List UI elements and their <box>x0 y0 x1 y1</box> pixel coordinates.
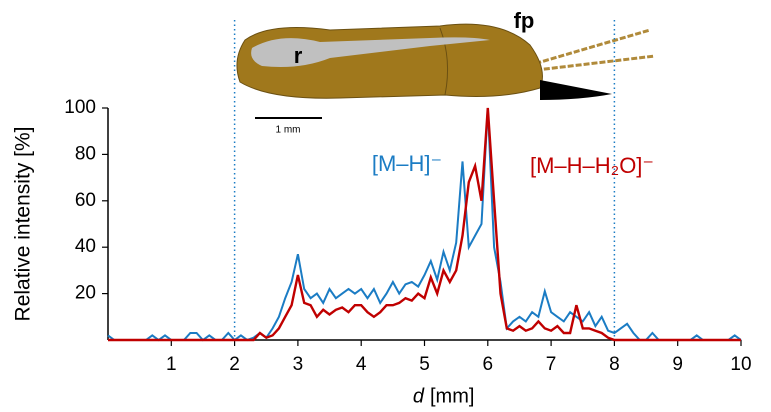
scale-label: 1 mm <box>276 125 301 136</box>
y-tick-label: 60 <box>75 190 96 211</box>
x-axis-label-symbol: d <box>413 385 425 407</box>
y-tick-label: 100 <box>64 97 96 118</box>
y-tick-label: 80 <box>75 143 96 164</box>
termite-illustration <box>236 23 656 119</box>
label-fp: fp <box>514 8 535 33</box>
x-tick-label: 5 <box>419 354 430 375</box>
x-tick-label: 7 <box>546 354 557 375</box>
x-tick-label: 6 <box>483 354 494 375</box>
x-tick-label: 3 <box>293 354 304 375</box>
x-tick-label: 2 <box>229 354 240 375</box>
series-label: [M–H]⁻ <box>372 151 442 176</box>
x-axis-label-unit: [mm] <box>430 385 474 407</box>
y-tick-label: 20 <box>75 283 96 304</box>
x-tick-label: 1 <box>166 354 177 375</box>
x-tick-label: 10 <box>730 354 751 375</box>
y-axis-label: Relative intensity [%] <box>12 127 35 322</box>
series-label: [M–H–H₂O]⁻ <box>530 153 654 178</box>
x-tick-label: 4 <box>356 354 367 375</box>
series-line <box>107 107 742 342</box>
label-r: r <box>294 43 303 68</box>
x-tick-label: 8 <box>609 354 620 375</box>
series-line <box>108 107 741 342</box>
x-tick-label: 9 <box>672 354 683 375</box>
y-tick-label: 40 <box>75 236 96 257</box>
